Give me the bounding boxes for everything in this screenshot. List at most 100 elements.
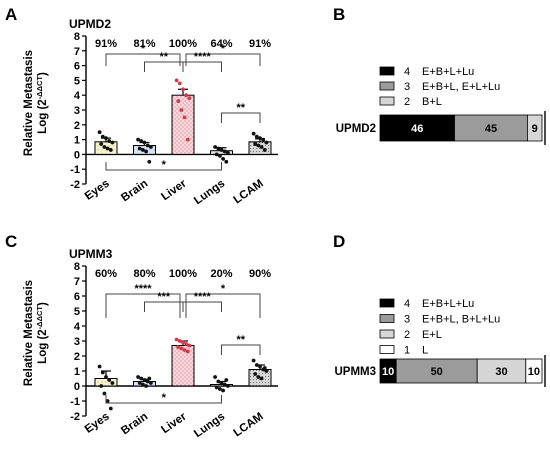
data-point (251, 131, 256, 136)
data-point (144, 384, 149, 388)
panel-subtitle-a: UPMD2 (69, 17, 111, 31)
legend-label: L (422, 345, 428, 357)
significance-label: **** (134, 283, 152, 295)
category-label: Brain (119, 178, 150, 205)
category-label: Eyes (83, 178, 112, 203)
segment-label: 45 (485, 123, 497, 135)
legend-label: E+B+L+Lu (422, 298, 474, 310)
data-point (221, 156, 226, 161)
y-tick-label: 6 (74, 291, 80, 303)
data-point (216, 146, 221, 151)
data-point (251, 358, 256, 363)
y-tick-label: -2 (70, 411, 80, 423)
data-point (184, 342, 189, 346)
data-point (139, 376, 144, 381)
percent-label: 80% (133, 268, 155, 280)
data-point (253, 142, 258, 146)
data-point (181, 340, 185, 345)
data-point (141, 382, 145, 387)
percent-label: 60% (95, 268, 117, 280)
data-point (174, 337, 179, 342)
data-point (226, 384, 230, 388)
data-point (222, 382, 227, 387)
data-point (179, 108, 184, 112)
y-tick-label: 7 (74, 46, 80, 58)
data-point (142, 378, 147, 382)
category-label: Lungs (192, 411, 227, 441)
data-point (259, 145, 264, 149)
data-point (218, 153, 222, 158)
panel-letter-c: C (5, 232, 17, 251)
data-point (147, 376, 152, 381)
legend-swatch (379, 298, 395, 308)
data-point (176, 99, 181, 104)
data-point (187, 343, 192, 348)
data-point (97, 130, 102, 135)
data-point (254, 134, 259, 139)
data-point (147, 159, 152, 164)
legend-swatch (379, 329, 395, 339)
bar-chart-upmd2: -2 -1 0 1 2 3 4 5 6 7 8 91% Eyes 81% Brain 100% Liver 64%… (70, 31, 278, 207)
data-point (179, 346, 184, 351)
percent-label: 20% (210, 268, 232, 280)
y-tick-label: -1 (70, 396, 80, 408)
data-point (110, 381, 115, 385)
category-label: Brain (119, 411, 150, 438)
data-point (145, 143, 150, 148)
data-point (264, 140, 269, 145)
category-label: Lungs (192, 178, 227, 208)
data-point (256, 143, 261, 148)
data-point (213, 375, 218, 379)
data-point (108, 148, 113, 152)
bar-chart-upmm3: -2 -1 0 1 2 3 4 5 6 7 8 60% Eyes 80% Brain 100% Liver 20%… (70, 261, 278, 440)
data-point (262, 366, 267, 370)
data-point (136, 137, 141, 142)
legend-number: 4 (404, 66, 410, 78)
y-axis-label-line2: Log (2-ΔΔCT) (35, 72, 50, 134)
data-point (182, 115, 187, 120)
significance-bracket (144, 301, 184, 312)
data-point (142, 140, 147, 145)
category-label: LCAM (232, 178, 266, 207)
legend-swatch (379, 96, 395, 106)
y-tick-label: 5 (74, 75, 80, 87)
data-point (221, 388, 226, 393)
significance-label: * (221, 283, 226, 295)
data-point (181, 87, 185, 92)
data-point (261, 137, 266, 142)
panel-letter-b: B (333, 5, 345, 24)
significance-label: **** (194, 291, 212, 303)
legend-label: E+B+L+Lu (422, 66, 474, 78)
percent-label: 91% (95, 38, 117, 50)
segment-label: 10 (382, 366, 394, 378)
segment-label: 30 (495, 366, 507, 378)
segment-label: 9 (532, 123, 538, 135)
y-axis-label-line2: Log (2-ΔΔCT) (35, 302, 50, 364)
y-tick-label: 5 (74, 306, 80, 318)
percent-label: 64% (210, 38, 232, 50)
category-label: LCAM (232, 411, 266, 440)
y-tick-label: 3 (74, 105, 80, 117)
legend-number: 4 (404, 298, 410, 310)
data-point (185, 349, 190, 354)
y-tick-label: 8 (74, 261, 80, 273)
bar-liver (171, 94, 195, 155)
panel-letter-a: A (5, 5, 17, 24)
legend-number: 1 (404, 345, 410, 357)
legend-number: 3 (404, 81, 410, 93)
data-point (216, 379, 221, 384)
data-point (149, 381, 153, 385)
legend-swatch (379, 66, 395, 76)
data-point (258, 364, 262, 369)
significance-bracket (221, 112, 261, 123)
significance-bracket (221, 344, 261, 355)
significance-bracket (105, 162, 222, 171)
data-point (105, 146, 110, 151)
y-axis-label-a: Relative Metastasis Log (2-ΔΔCT) (23, 50, 49, 156)
data-point (107, 139, 112, 143)
segment-label: 10 (528, 366, 540, 378)
significance-label: * (141, 43, 146, 55)
data-point (102, 391, 107, 396)
data-point (253, 372, 258, 376)
data-point (107, 378, 112, 382)
